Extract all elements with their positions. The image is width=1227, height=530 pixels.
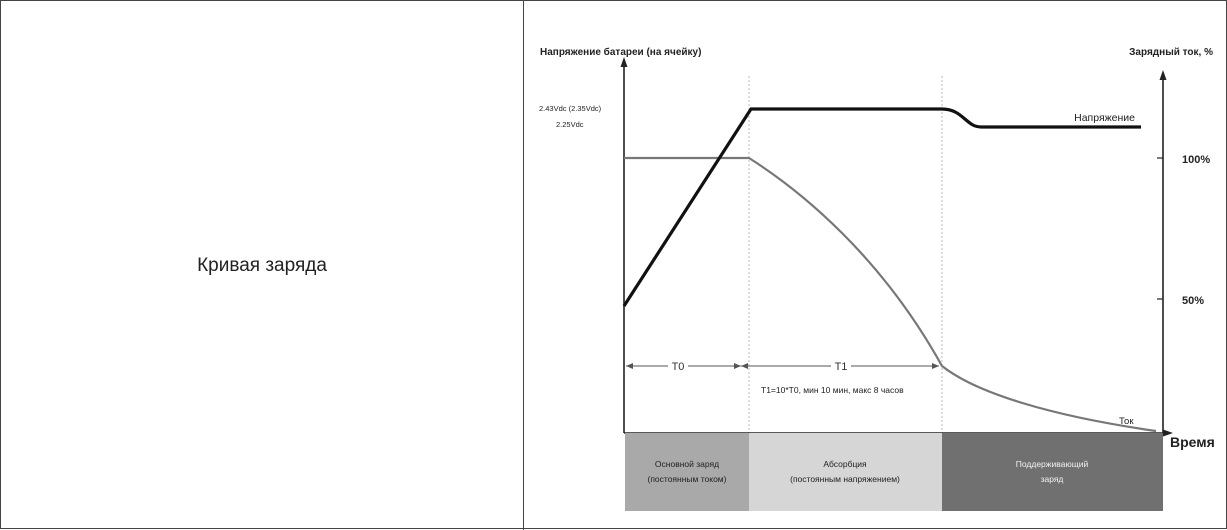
right-y-axis-arrow xyxy=(1159,70,1167,80)
current-curve-label: Ток xyxy=(1119,416,1134,427)
left-axis-title: Напряжение батареи (на ячейку) xyxy=(540,46,701,58)
right-tick-100-label: 100% xyxy=(1182,154,1210,166)
stage-absorption-box xyxy=(749,433,942,511)
label-cell: Кривая заряда xyxy=(1,1,524,530)
stage-absorption-line2: (постоянным напряжением) xyxy=(790,474,900,484)
voltage-label-bottom: 2.25Vdc xyxy=(556,120,584,129)
t1-arrow-right xyxy=(932,363,939,369)
stage-float-line1: Поддерживающий xyxy=(1016,459,1089,469)
left-y-axis-arrow xyxy=(620,57,628,67)
stage-float-box xyxy=(942,433,1163,511)
t0-arrow-right xyxy=(734,363,741,369)
right-tick-50-label: 50% xyxy=(1182,295,1204,307)
t1-note: T1=10*T0, мин 10 мин, макс 8 часов xyxy=(761,385,904,395)
t1-arrow-left xyxy=(741,363,748,369)
t1-label: T1 xyxy=(835,361,848,373)
x-axis-label: Время xyxy=(1170,434,1215,450)
stage-bulk-box xyxy=(625,433,749,511)
current-curve xyxy=(624,156,1157,433)
stage-float-line2: заряд xyxy=(1041,474,1064,484)
x-axis-arrow xyxy=(1163,429,1173,437)
right-axis-title: Зарядный ток, % xyxy=(1129,47,1213,58)
voltage-label-top: 2.43Vdc (2.35Vdc) xyxy=(539,104,602,113)
t0-arrow-left xyxy=(626,363,633,369)
voltage-curve-label: Напряжение xyxy=(1074,112,1135,124)
voltage-curve xyxy=(622,107,1141,307)
stage-absorption-line1: Абсорбция xyxy=(823,459,867,469)
stage-bulk-line2: (постоянным током) xyxy=(648,474,727,484)
charge-curve-label: Кривая заряда xyxy=(197,254,327,276)
stage-bulk-line1: Основной заряд xyxy=(655,459,719,469)
t0-label: T0 xyxy=(672,361,685,373)
